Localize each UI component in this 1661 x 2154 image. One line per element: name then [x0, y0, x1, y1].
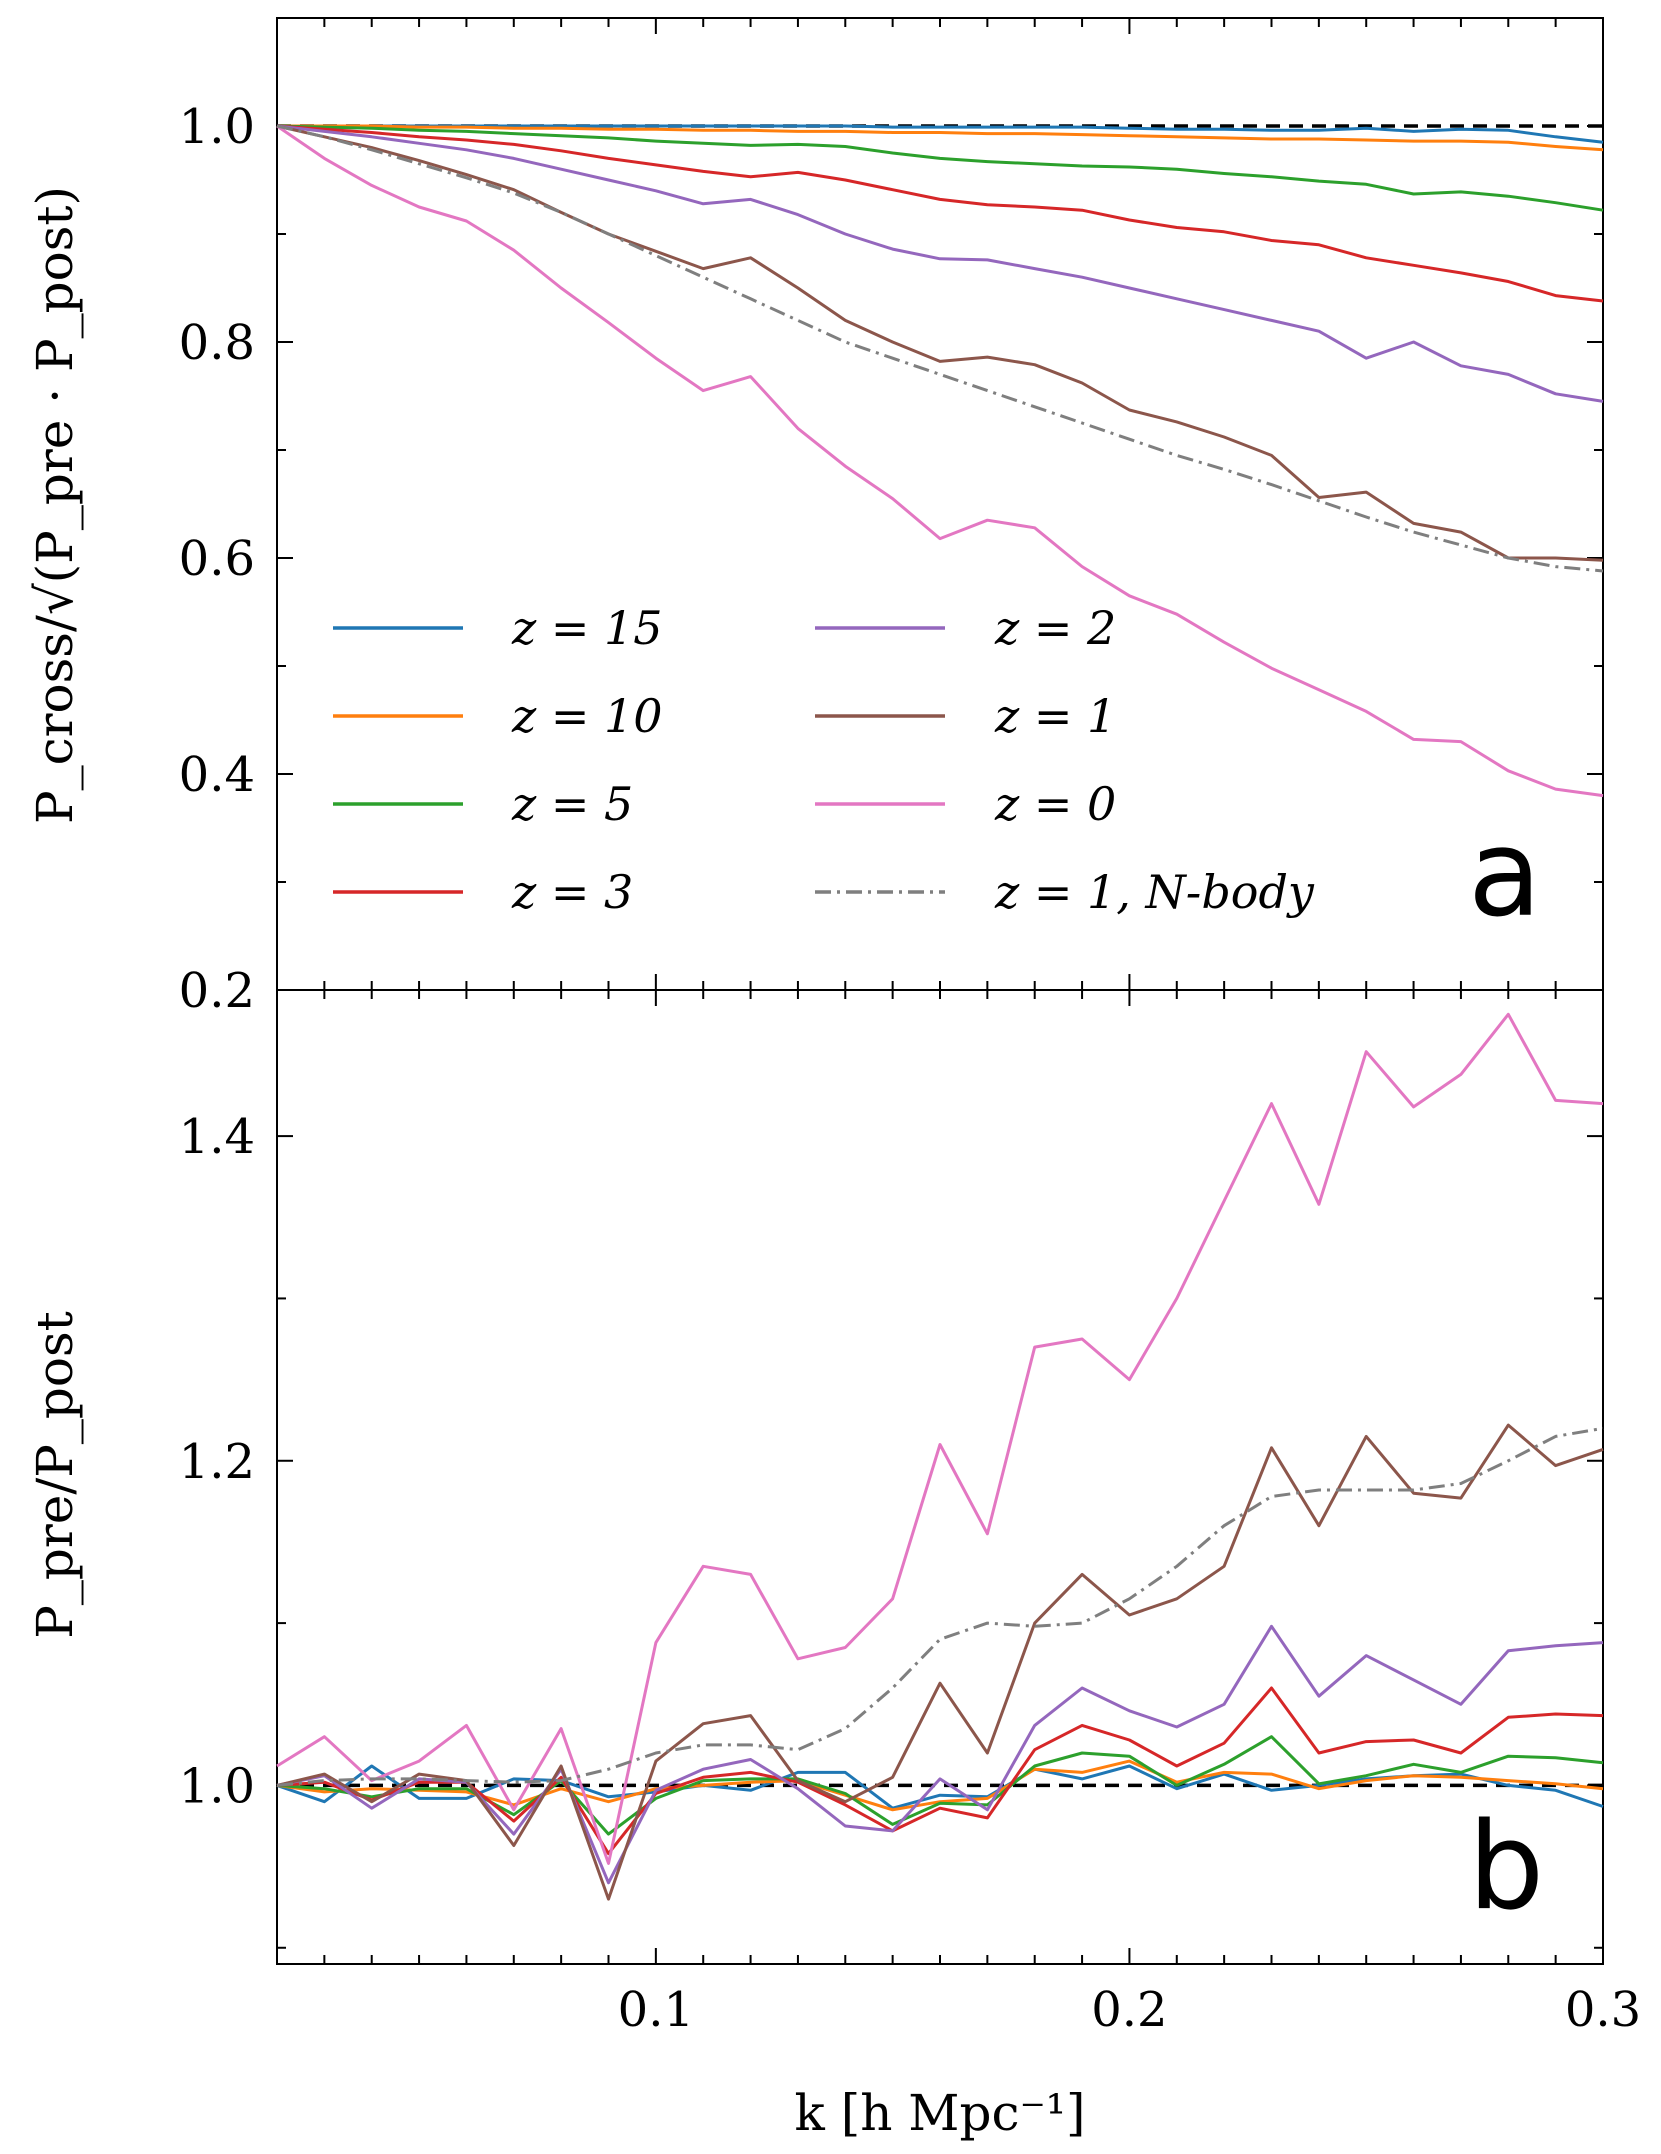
series-line-z-1-n-body [276, 1426, 1604, 1787]
series-line-z-0 [276, 1012, 1604, 1865]
legend-label-z1: z = 1 [994, 689, 1116, 743]
legend-label-z3: z = 3 [511, 865, 633, 919]
series-line-z-10 [277, 124, 1604, 152]
series-line-z-2 [276, 124, 1604, 403]
legend: z = 15 z = 10 z = 5 z = 3 z = 2 z = 1 z … [333, 601, 1315, 919]
series-line-z-5 [276, 124, 1604, 212]
series-line-z-3 [276, 124, 1604, 303]
panel-a-ytick-label: 0.2 [179, 963, 255, 1019]
legend-label-z10: z = 10 [511, 689, 663, 743]
panel-a-ytick-label: 1.0 [179, 99, 255, 155]
panel-b-frame [276, 989, 1604, 1965]
legend-label-z15: z = 15 [511, 601, 663, 655]
panel-b-ytick-label: 1.4 [179, 1109, 255, 1165]
panel-a-ytick-label: 0.4 [179, 747, 255, 803]
series-line-z-2 [276, 1624, 1604, 1885]
x-tick-label: 0.3 [1565, 1982, 1641, 2038]
series-line-z-1-n-body [276, 124, 1604, 573]
x-axis-label: k [h Mpc⁻¹] [795, 2084, 1086, 2142]
panel-b-y-axis-label: P_pre/P_post [26, 1311, 84, 1639]
panel-a-ytick-label: 0.6 [179, 531, 255, 587]
series-line-z-15 [277, 124, 1604, 144]
series-line-z-0 [276, 124, 1604, 798]
panel-b-ticks [277, 990, 1604, 1964]
series-line-z-10 [276, 1759, 1604, 1812]
panel-a-ytick-label: 0.8 [179, 315, 255, 371]
panel-a-label: a [1468, 805, 1542, 944]
panel-a-ticks [277, 17, 1604, 991]
legend-label-z2: z = 2 [994, 601, 1116, 655]
panel-a-frame [276, 17, 1604, 991]
panel-b-ytick-label: 1.2 [179, 1434, 255, 1490]
legend-label-z5: z = 5 [511, 777, 633, 831]
series-line-z-1 [276, 1423, 1604, 1901]
panel-a-series [276, 124, 1604, 798]
x-tick-label: 0.1 [618, 1982, 694, 2038]
legend-label-z0: z = 0 [994, 777, 1116, 831]
series-line-z-3 [276, 1686, 1604, 1856]
panel-b-label: b [1468, 1798, 1544, 1937]
x-tick-label: 0.2 [1091, 1982, 1167, 2038]
panel-b-ytick-label: 1.0 [179, 1758, 255, 1814]
series-line-z-1 [276, 124, 1604, 562]
series-line-z-5 [276, 1735, 1604, 1836]
legend-label-nbody: z = 1, N-body [994, 865, 1315, 919]
panel-a-y-axis-label: P_cross/√(P_pre · P_post) [26, 186, 84, 824]
panel-b-series [276, 1012, 1604, 1901]
